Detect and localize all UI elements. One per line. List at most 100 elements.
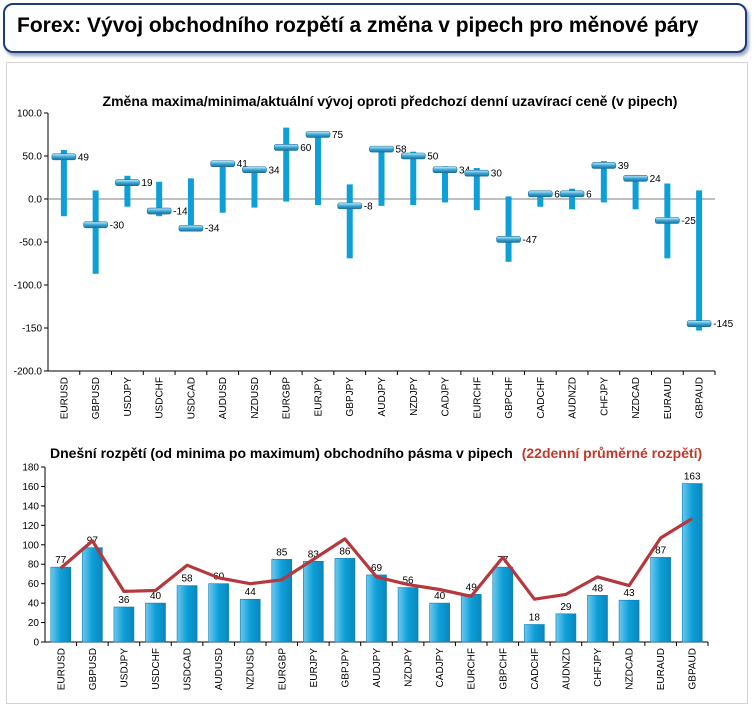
chart2-data-label: 36 (118, 595, 130, 606)
chart2-x-tick-label: NZDUSD (246, 648, 257, 690)
spread-bar (113, 606, 135, 643)
spread-bar (366, 574, 387, 643)
spread-bar (208, 583, 229, 643)
chart1-x-tick-label: EURUSD (59, 377, 70, 419)
chart2-title-highlight: (22denní průměrné rozpětí) (522, 445, 702, 461)
spread-bar (555, 613, 577, 643)
chart1-data-label: 75 (332, 130, 344, 141)
spread-bar (587, 595, 608, 643)
range-bar (92, 190, 99, 274)
range-bar (346, 184, 353, 259)
current-marker (115, 179, 140, 186)
chart2-x-tick-label: EURGBP (277, 648, 288, 691)
spread-bar (50, 566, 72, 643)
chart1-data-label: -47 (523, 235, 538, 246)
chart2-x-tick-label: CADCHF (530, 648, 541, 690)
chart1-data-label: 58 (396, 145, 408, 156)
current-marker (496, 236, 521, 243)
chart2-data-label: 40 (434, 591, 446, 602)
chart1-x-tick-label: USDCAD (186, 377, 197, 419)
range-bar (219, 162, 226, 213)
spread-bar (303, 561, 324, 643)
chart1-y-tick-label: -50.0 (19, 238, 42, 249)
current-marker (686, 320, 712, 328)
chart1-data-label: 24 (650, 174, 662, 185)
current-marker (400, 152, 426, 160)
spread-bar (650, 557, 671, 643)
chart1-data-label: 50 (427, 152, 439, 163)
current-marker (655, 217, 680, 224)
chart2-x-tick-label: EURCHF (467, 648, 478, 690)
chart1-data-label: 6 (586, 189, 592, 200)
chart2-y-tick-label: 120 (22, 521, 39, 532)
spread-bar (82, 547, 103, 643)
range-bar (442, 166, 449, 203)
chart2-y-tick-label: 40 (28, 599, 40, 610)
chart1-x-tick-label: NZDJPY (409, 377, 420, 416)
chart2-data-label: 69 (371, 563, 383, 574)
chart1-x-tick-label: NZDCAD (631, 377, 642, 419)
chart1-y-tick-label: -150 (22, 324, 42, 335)
chart2-y-tick-label: 60 (28, 579, 40, 590)
chart2-data-label: 48 (592, 583, 604, 594)
chart2-x-tick-label: AUDNZD (561, 648, 572, 690)
chart1-y-tick-label: -200.0 (14, 367, 43, 378)
chart2-y-tick-label: 140 (22, 501, 39, 512)
range-bar (696, 190, 703, 331)
range-chart: 100.0 50.0 0.0 -50.0 -100.0 -150 -200.0 49 EURUS… (14, 109, 734, 420)
chart2-data-label: 49 (466, 582, 478, 593)
chart2-data-label: 86 (339, 546, 351, 557)
spread-bar (176, 585, 198, 643)
chart1-x-tick-label: CHFJPY (599, 377, 610, 416)
spread-bar (681, 483, 703, 643)
chart2-x-tick-label: AUDUSD (214, 648, 225, 690)
spread-bar (524, 624, 545, 643)
header-banner: Forex: Vývoj obchodního rozpětí a změna … (3, 3, 747, 53)
current-marker (337, 202, 363, 210)
chart1-x-tick-label: CADCHF (536, 377, 547, 419)
spread-bar (618, 599, 640, 643)
chart2-y-tick-label: 100 (22, 540, 39, 551)
range-bar (632, 174, 639, 210)
chart2-data-label: 85 (276, 547, 288, 558)
range-bar (410, 151, 417, 206)
chart2-x-tick-label: AUDJPY (372, 648, 383, 688)
current-marker (210, 160, 235, 168)
chart2-data-label: 163 (684, 472, 701, 483)
chart2-x-tick-label: GBPCHF (498, 648, 509, 690)
chart2-data-label: 77 (55, 555, 67, 566)
chart1-data-label: 30 (491, 169, 503, 180)
chart2-x-tick-label: GBPAUD (688, 648, 699, 690)
chart2-x-tick-label: EURAUD (656, 648, 667, 690)
chart2-data-label: 77 (497, 555, 509, 566)
chart2-x-tick-label: NZDJPY (404, 648, 415, 687)
chart2-data-label: 58 (182, 574, 194, 585)
chart2-x-tick-label: USDCHF (151, 648, 162, 690)
spread-bar (492, 566, 514, 643)
chart1-data-label: -34 (205, 224, 220, 235)
chart2-y-tick-label: 180 (22, 463, 39, 474)
current-marker (591, 162, 617, 169)
range-bar (378, 146, 385, 206)
average-range-line (59, 517, 694, 601)
range-bar (60, 149, 67, 217)
chart1-title: Změna maxima/minima/aktuální vývoj oprot… (103, 93, 678, 109)
chart1-data-label: 39 (618, 161, 630, 172)
chart2-data-label: 18 (529, 613, 541, 624)
chart2-x-tick-label: EURJPY (309, 648, 320, 688)
chart2-x-tick-label: CHFJPY (593, 648, 604, 687)
chart1-y-tick-label: 0.0 (28, 195, 42, 206)
chart2-x-tick-label: GBPUSD (88, 648, 99, 690)
current-marker (273, 144, 299, 151)
current-marker (369, 145, 394, 153)
chart2-y-tick-label: 160 (22, 482, 39, 493)
range-bar (569, 188, 576, 210)
chart2-x-tick-label: EURUSD (56, 648, 67, 690)
chart2-x-tick-label: CADJPY (435, 648, 446, 688)
chart1-x-tick-label: USDCHF (155, 377, 166, 419)
chart2-data-label: 29 (560, 602, 572, 613)
current-marker (432, 166, 458, 174)
chart2-y-tick-label: 20 (28, 618, 40, 629)
chart1-data-label: 19 (141, 178, 153, 189)
range-bar (283, 127, 290, 202)
